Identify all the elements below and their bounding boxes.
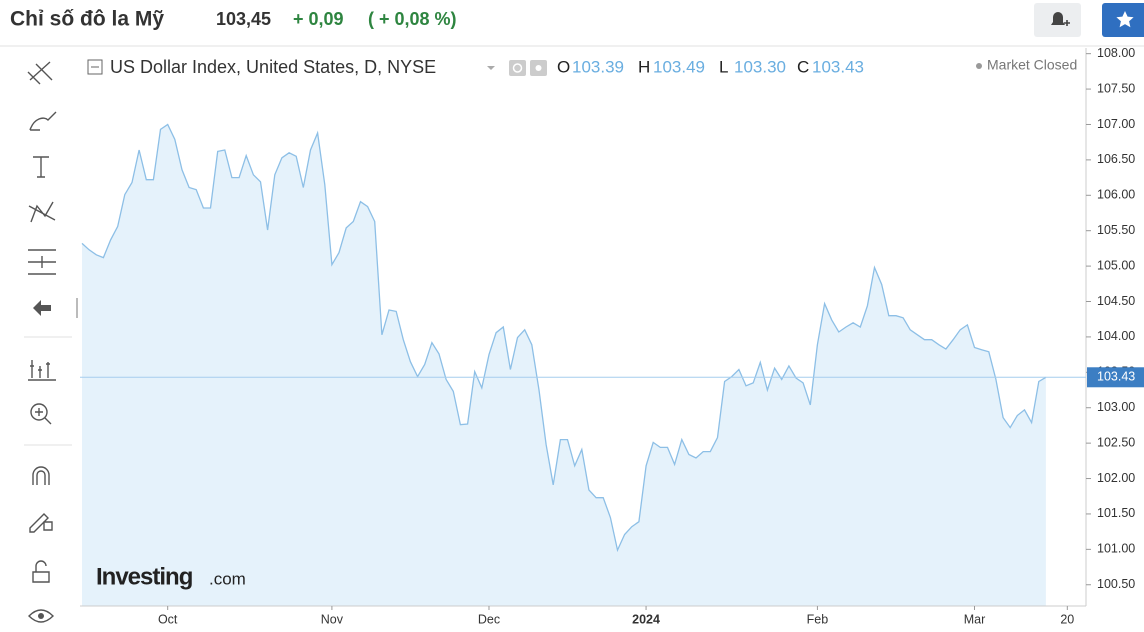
ohlc-value: 103.39 (572, 57, 624, 76)
y-tick-label: 105.50 (1097, 223, 1135, 237)
logo: Investing .com (96, 563, 246, 590)
toolbar (24, 61, 78, 623)
x-tick-label: 2024 (632, 612, 660, 626)
ohlc-key: O (557, 57, 570, 76)
x-tick-label: Oct (158, 612, 178, 626)
price-tag-label: 103.43 (1097, 370, 1135, 384)
y-tick-label: 107.00 (1097, 117, 1135, 131)
y-tick-label: 100.50 (1097, 577, 1135, 591)
chart-title: US Dollar Index, United States, D, NYSE (110, 57, 436, 77)
change-pct: ( + 0,08 %) (368, 9, 457, 29)
ohlc-value: 103.49 (653, 57, 705, 76)
y-tick-label: 104.50 (1097, 294, 1135, 308)
y-tick-label: 105.00 (1097, 258, 1135, 272)
ohlc-value: 103.30 (734, 57, 786, 76)
area (82, 124, 1046, 606)
y-tick-label: 102.00 (1097, 471, 1135, 485)
price: 103,45 (216, 9, 271, 29)
x-tick-label: Feb (807, 612, 829, 626)
y-tick-label: 103.00 (1097, 400, 1135, 414)
page-title: Chỉ số đô la Mỹ (10, 8, 164, 31)
ohlc-value: 103.43 (812, 57, 864, 76)
market-status: Market Closed (987, 57, 1077, 73)
alert-button[interactable] (1034, 3, 1081, 37)
y-tick-label: 101.50 (1097, 506, 1135, 520)
x-tick-label: Nov (321, 612, 344, 626)
x-tick-label: 20 (1060, 612, 1074, 626)
y-tick-label: 102.50 (1097, 435, 1135, 449)
y-tick-label: 106.50 (1097, 152, 1135, 166)
ohlc-key: C (797, 57, 809, 76)
logo-suffix: .com (209, 569, 246, 588)
x-tick-label: Mar (964, 612, 986, 626)
y-tick-label: 101.00 (1097, 542, 1135, 556)
ohlc-key: L (719, 57, 728, 76)
price-tag (1087, 367, 1144, 388)
line (81, 123, 1047, 553)
x-tick-label: Dec (478, 612, 500, 626)
plot: 100.50 101.00 101.50 102.00 102.50 103.00 103.… (80, 46, 1144, 626)
y-tick-label: 104.00 (1097, 329, 1135, 343)
logo-brand: Investing (96, 563, 193, 590)
ohlc-key: H (638, 57, 650, 76)
y-tick-label: 108.00 (1097, 46, 1135, 60)
y-tick-label: 106.00 (1097, 188, 1135, 202)
watchlist-button[interactable] (1102, 3, 1144, 37)
chart-header: US Dollar Index, United States, D, NYSE … (87, 57, 1077, 77)
y-tick-label: 107.50 (1097, 81, 1135, 95)
change: + 0,09 (293, 9, 344, 29)
